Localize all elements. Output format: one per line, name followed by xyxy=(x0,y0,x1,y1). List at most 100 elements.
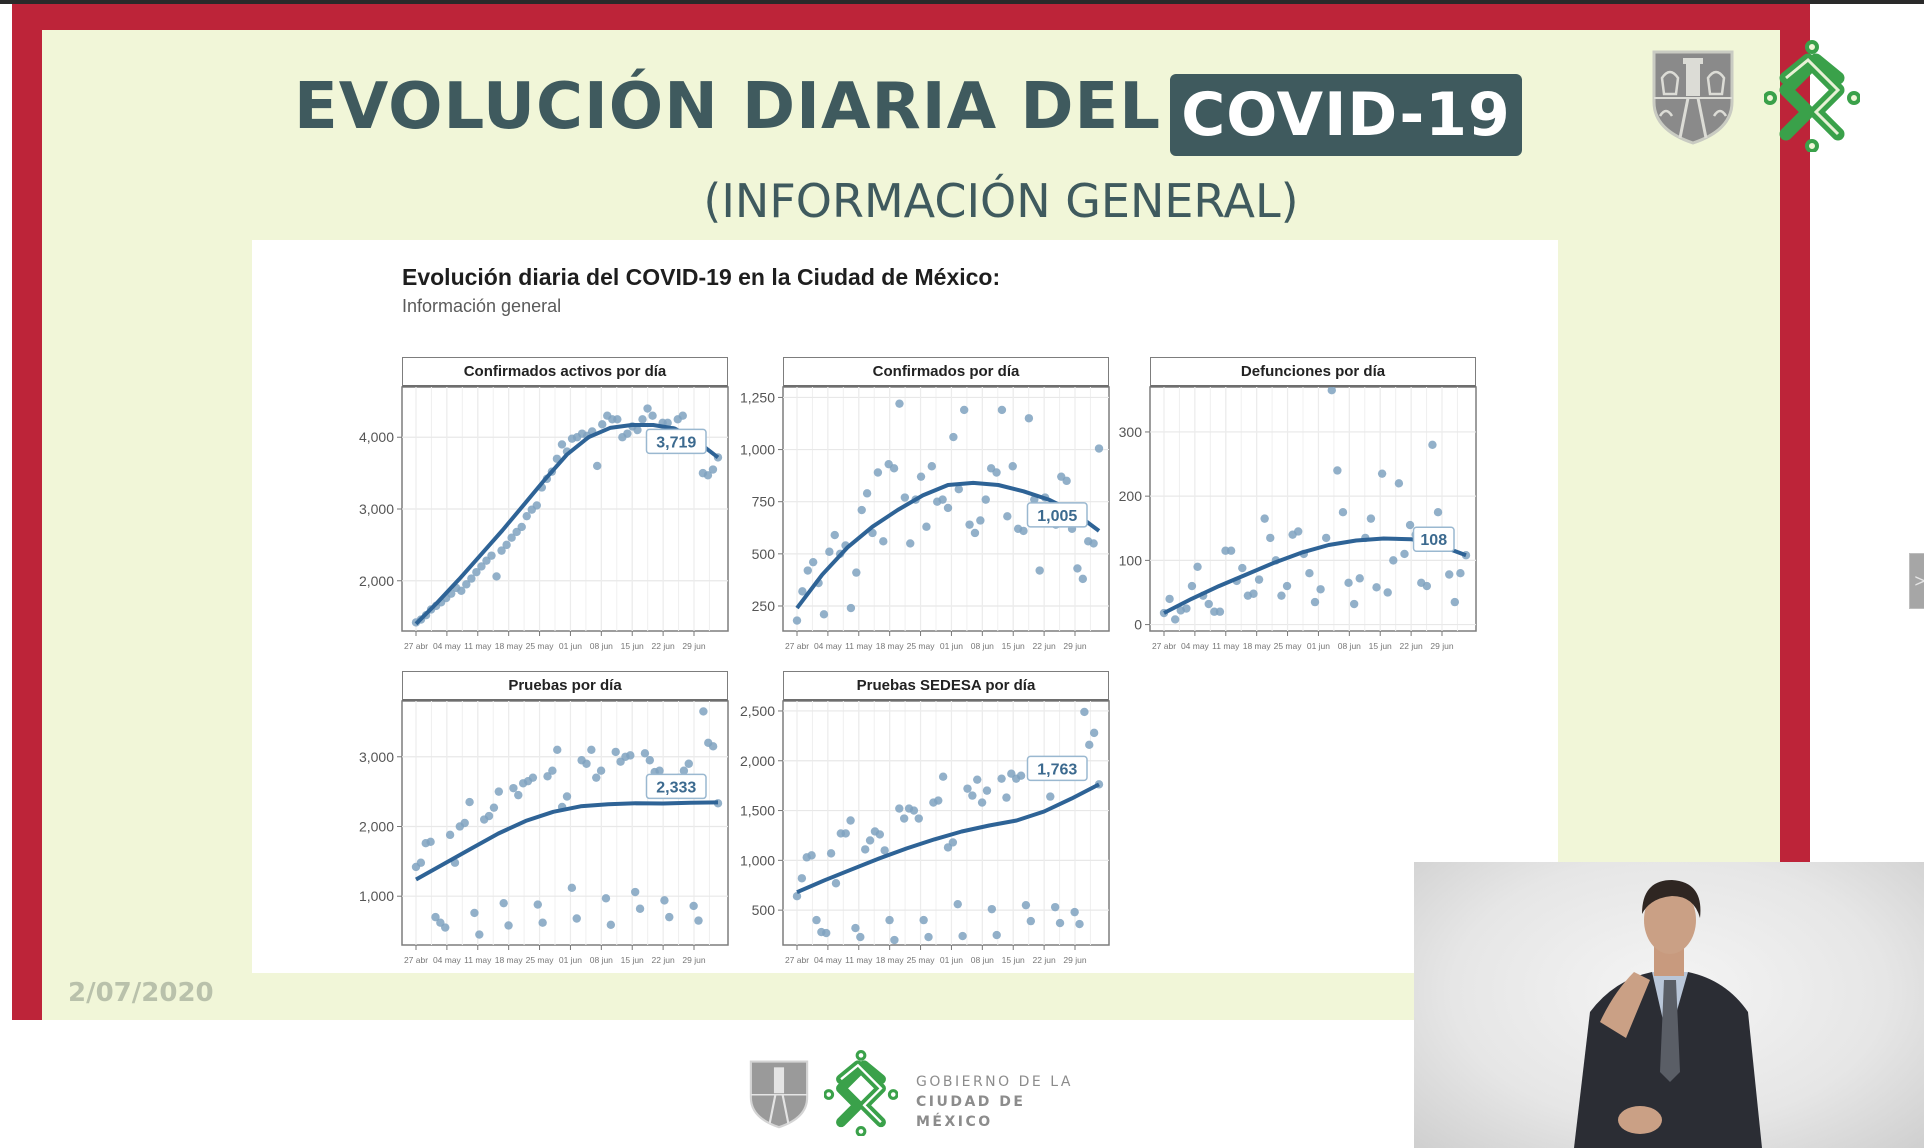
data-point xyxy=(1260,514,1269,523)
data-point xyxy=(968,791,977,800)
facet-title: Defunciones por día xyxy=(1150,357,1476,387)
data-point xyxy=(992,468,1001,477)
y-tick-label: 3,000 xyxy=(359,749,394,765)
data-point xyxy=(830,530,839,540)
data-point xyxy=(1405,520,1415,530)
data-point xyxy=(1008,462,1017,471)
data-point xyxy=(954,484,963,494)
data-point xyxy=(489,803,499,812)
data-point xyxy=(638,415,647,424)
data-point xyxy=(1266,533,1275,543)
x-tick-label: 15 jun xyxy=(621,641,644,651)
data-point xyxy=(562,792,572,801)
slide-title-badge: COVID-19 xyxy=(1170,74,1522,156)
data-point xyxy=(875,830,885,839)
data-point xyxy=(1277,591,1286,600)
x-tick-label: 11 may xyxy=(845,955,873,965)
chart-panel: Evolución diaria del COVID-19 en la Ciud… xyxy=(252,240,1558,973)
data-point xyxy=(487,551,496,560)
next-slide-button[interactable]: > xyxy=(1909,553,1924,609)
data-point xyxy=(1372,583,1381,592)
data-point xyxy=(543,772,552,781)
data-point xyxy=(1383,588,1392,597)
data-point xyxy=(462,580,471,589)
svg-text:3,719: 3,719 xyxy=(656,434,696,451)
data-point xyxy=(1377,469,1387,478)
data-point xyxy=(497,546,506,555)
data-point xyxy=(514,790,523,800)
y-tick-label: 200 xyxy=(1119,488,1143,504)
data-point xyxy=(431,912,440,922)
data-point xyxy=(1445,570,1454,579)
y-tick-label: 2,500 xyxy=(740,703,775,719)
data-point xyxy=(949,432,958,442)
data-point xyxy=(630,887,640,897)
data-point xyxy=(572,914,581,923)
x-tick-label: 22 jun xyxy=(652,955,675,965)
last-value-label xyxy=(1026,755,1088,782)
data-point xyxy=(1389,556,1398,565)
data-point xyxy=(909,806,919,815)
data-point xyxy=(1338,508,1348,517)
x-tick-label: 15 jun xyxy=(1369,641,1392,651)
data-point xyxy=(922,522,931,531)
data-point xyxy=(948,838,958,847)
data-point xyxy=(633,425,642,435)
data-point xyxy=(965,520,974,529)
data-point xyxy=(981,495,990,504)
data-point xyxy=(1080,707,1089,717)
x-tick-label: 18 may xyxy=(495,955,524,965)
cdmx-knot-icon xyxy=(1764,40,1860,152)
x-tick-label: 25 may xyxy=(1274,641,1303,651)
footer-line-1: GOBIERNO DE LA xyxy=(916,1074,1073,1090)
data-point xyxy=(825,547,834,556)
data-point xyxy=(895,399,904,408)
chart-plot: 250 500 750 1,000 1,250 27 abr 04 may 11 may 18 … xyxy=(740,386,1110,651)
data-point xyxy=(1226,546,1236,555)
data-point xyxy=(1428,440,1437,449)
data-point xyxy=(567,883,577,893)
cdmx-shield-icon xyxy=(1652,50,1734,145)
data-point xyxy=(1003,512,1012,521)
trend-line xyxy=(414,423,720,626)
chevron-right-icon: > xyxy=(1914,571,1924,591)
slide-header: EVOLUCIÓN DIARIA DEL COVID-19 (INFORMACI… xyxy=(42,52,1780,228)
data-point xyxy=(587,745,596,754)
data-point xyxy=(1019,526,1028,536)
footer-logos: GOBIERNO DE LA CIUDAD DE MÉXICO xyxy=(744,1048,1084,1138)
data-point xyxy=(1187,581,1197,591)
x-tick-label: 15 jun xyxy=(1002,641,1025,651)
data-point xyxy=(648,411,657,420)
figure-subtitle: Información general xyxy=(402,296,562,316)
data-point xyxy=(494,787,504,796)
data-point xyxy=(807,851,816,860)
data-point xyxy=(665,912,674,922)
data-point xyxy=(538,918,547,927)
data-point xyxy=(852,568,861,577)
data-point xyxy=(958,931,967,941)
data-point xyxy=(1215,607,1225,616)
y-tick-label: 2,000 xyxy=(359,573,394,589)
data-point xyxy=(906,539,915,548)
data-point xyxy=(1016,771,1026,780)
x-tick-label: 08 jun xyxy=(590,955,613,965)
data-point xyxy=(798,587,807,596)
data-point xyxy=(846,816,855,825)
x-tick-label: 11 may xyxy=(464,641,492,651)
last-value-label xyxy=(645,428,707,455)
x-tick-label: 25 may xyxy=(907,641,936,651)
data-point xyxy=(865,836,875,845)
data-point xyxy=(598,420,607,429)
y-tick-label: 1,000 xyxy=(359,888,394,904)
data-point xyxy=(1433,508,1443,517)
x-tick-label: 04 may xyxy=(433,641,462,651)
x-tick-label: 25 may xyxy=(526,641,555,651)
trend-line xyxy=(795,480,1101,610)
data-point xyxy=(663,418,672,428)
data-point xyxy=(862,489,872,498)
data-point xyxy=(1254,575,1264,584)
data-point xyxy=(1021,900,1031,910)
data-point xyxy=(1062,476,1071,486)
data-point xyxy=(426,837,435,847)
